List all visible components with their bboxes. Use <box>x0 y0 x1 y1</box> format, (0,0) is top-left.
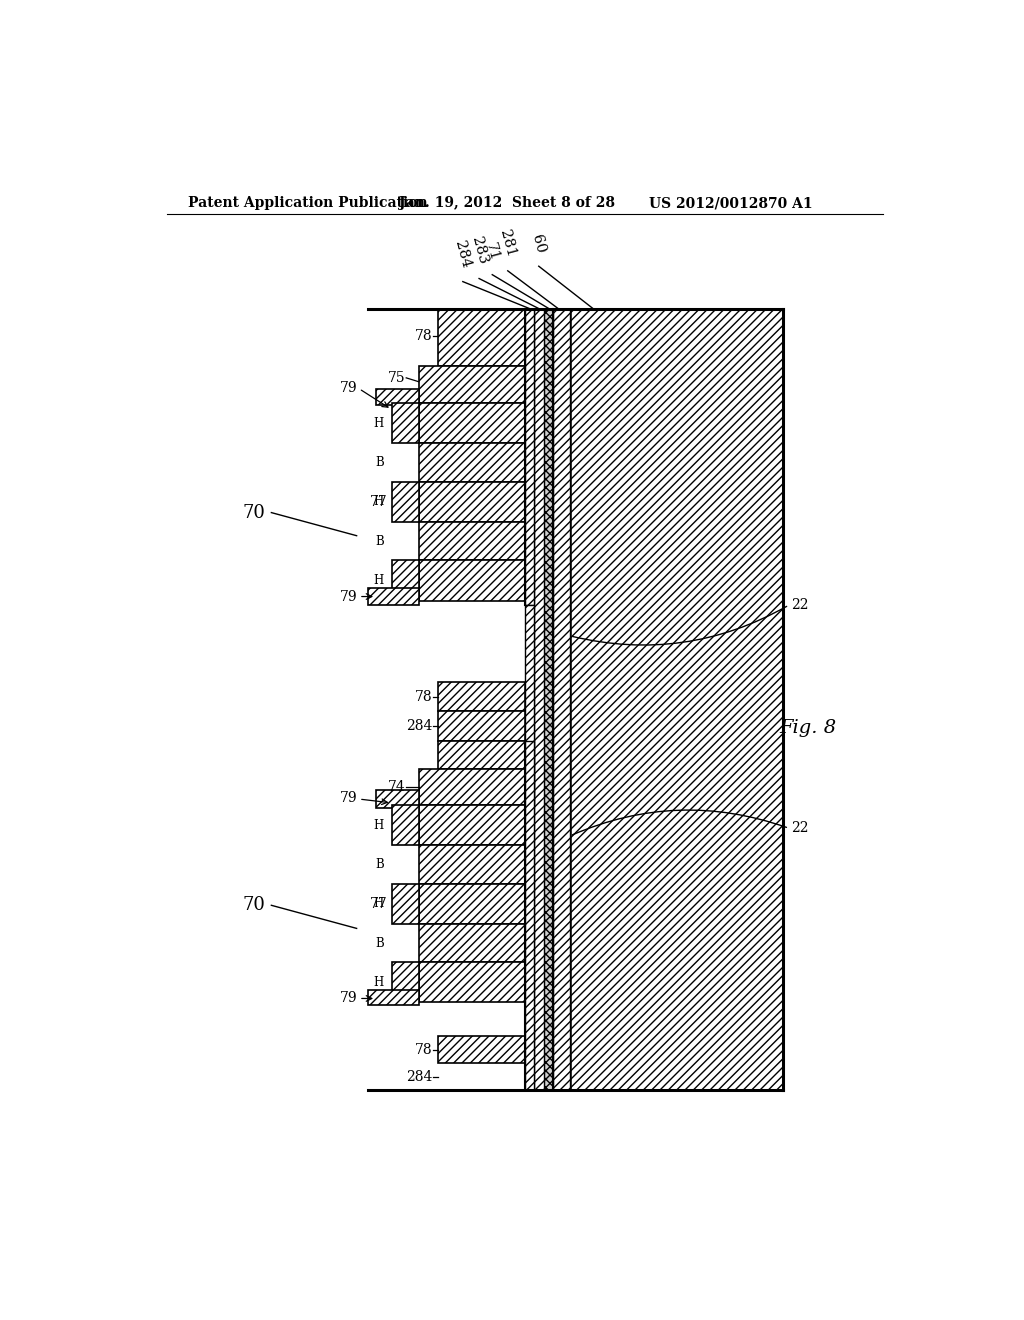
Text: 71: 71 <box>483 242 502 263</box>
Bar <box>438 309 524 367</box>
Bar <box>419 845 524 884</box>
Text: 22: 22 <box>791 598 808 612</box>
Bar <box>369 990 419 1006</box>
Bar <box>419 924 524 962</box>
Bar <box>391 805 419 845</box>
Bar <box>535 309 544 1090</box>
Bar <box>438 741 524 770</box>
Text: US 2012/0012870 A1: US 2012/0012870 A1 <box>649 197 812 210</box>
Bar <box>419 404 524 444</box>
Bar <box>419 444 524 482</box>
Text: H: H <box>374 495 384 508</box>
Text: 74: 74 <box>388 780 406 795</box>
Text: 70: 70 <box>243 896 265 915</box>
Text: B: B <box>375 455 384 469</box>
Bar <box>391 561 419 601</box>
Text: 78: 78 <box>415 329 432 342</box>
Text: 79: 79 <box>340 991 357 1006</box>
Bar <box>391 962 419 1002</box>
Bar <box>438 1036 524 1063</box>
Text: 284: 284 <box>453 239 473 271</box>
Text: 79: 79 <box>340 791 357 805</box>
Bar <box>438 682 524 711</box>
Text: H: H <box>374 818 384 832</box>
Bar <box>391 404 419 444</box>
Text: Patent Application Publication: Patent Application Publication <box>188 197 428 210</box>
Bar <box>419 482 524 521</box>
Text: Jan. 19, 2012  Sheet 8 of 28: Jan. 19, 2012 Sheet 8 of 28 <box>399 197 615 210</box>
Bar <box>391 884 419 924</box>
Bar <box>419 770 524 805</box>
Text: B: B <box>375 535 384 548</box>
Bar <box>438 711 524 741</box>
Text: 77: 77 <box>370 896 388 911</box>
Text: 75: 75 <box>388 371 406 385</box>
Bar <box>569 309 783 1090</box>
Text: 79: 79 <box>340 381 357 395</box>
Bar <box>376 389 419 405</box>
Text: H: H <box>374 975 384 989</box>
Bar <box>524 741 535 1090</box>
Text: 281: 281 <box>498 228 518 259</box>
Text: 283: 283 <box>469 235 489 267</box>
Text: 60: 60 <box>529 232 548 255</box>
Text: 70: 70 <box>243 504 265 521</box>
Text: Fig. 8: Fig. 8 <box>779 719 837 737</box>
Text: 79: 79 <box>340 590 357 603</box>
Bar <box>376 789 419 808</box>
Text: H: H <box>374 574 384 587</box>
Bar <box>524 605 535 805</box>
Text: 77: 77 <box>370 495 388 508</box>
Bar <box>419 367 524 404</box>
Bar <box>419 805 524 845</box>
Bar <box>524 309 535 605</box>
Bar <box>419 521 524 561</box>
Bar <box>391 482 419 521</box>
Text: B: B <box>375 936 384 949</box>
Text: H: H <box>374 417 384 430</box>
Text: 78: 78 <box>415 689 432 704</box>
Text: B: B <box>375 858 384 871</box>
Bar <box>419 884 524 924</box>
Text: H: H <box>374 898 384 911</box>
Text: 284: 284 <box>407 719 432 733</box>
Bar <box>544 309 554 1090</box>
Text: 78: 78 <box>415 1043 432 1057</box>
Text: 22: 22 <box>791 821 808 836</box>
Bar <box>419 561 524 601</box>
Bar <box>554 309 569 1090</box>
Bar <box>369 589 419 605</box>
Text: 284: 284 <box>407 1071 432 1084</box>
Bar <box>419 962 524 1002</box>
